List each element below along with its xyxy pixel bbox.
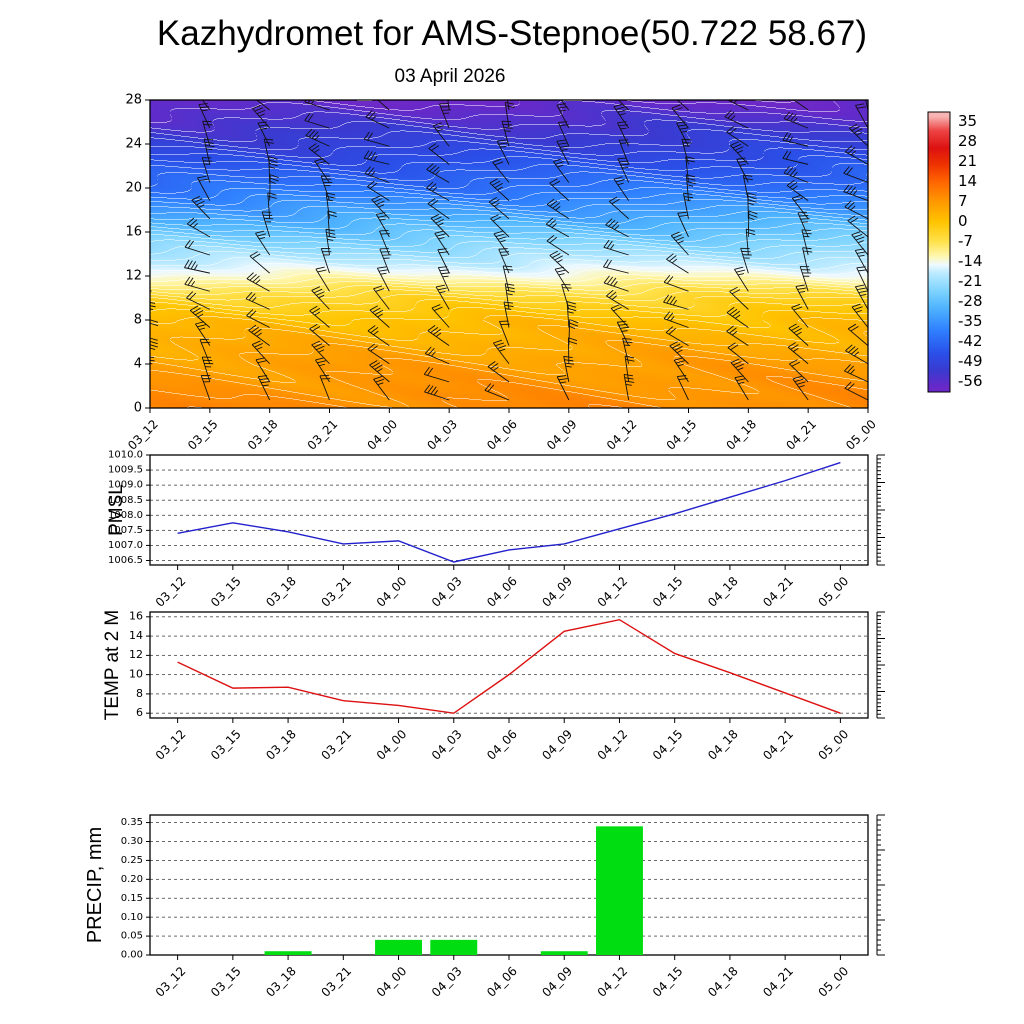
precip-axis-label: PRECIP, mm: [84, 826, 106, 944]
pmsl-axis-label: PMSL: [106, 484, 127, 536]
date-subtitle: 03 April 2026: [394, 66, 506, 87]
page-title: Kazhydromet for AMS-Stepnoe(50.722 58.67…: [156, 14, 868, 53]
temp-axis-label: TEMP at 2 M: [102, 609, 123, 721]
